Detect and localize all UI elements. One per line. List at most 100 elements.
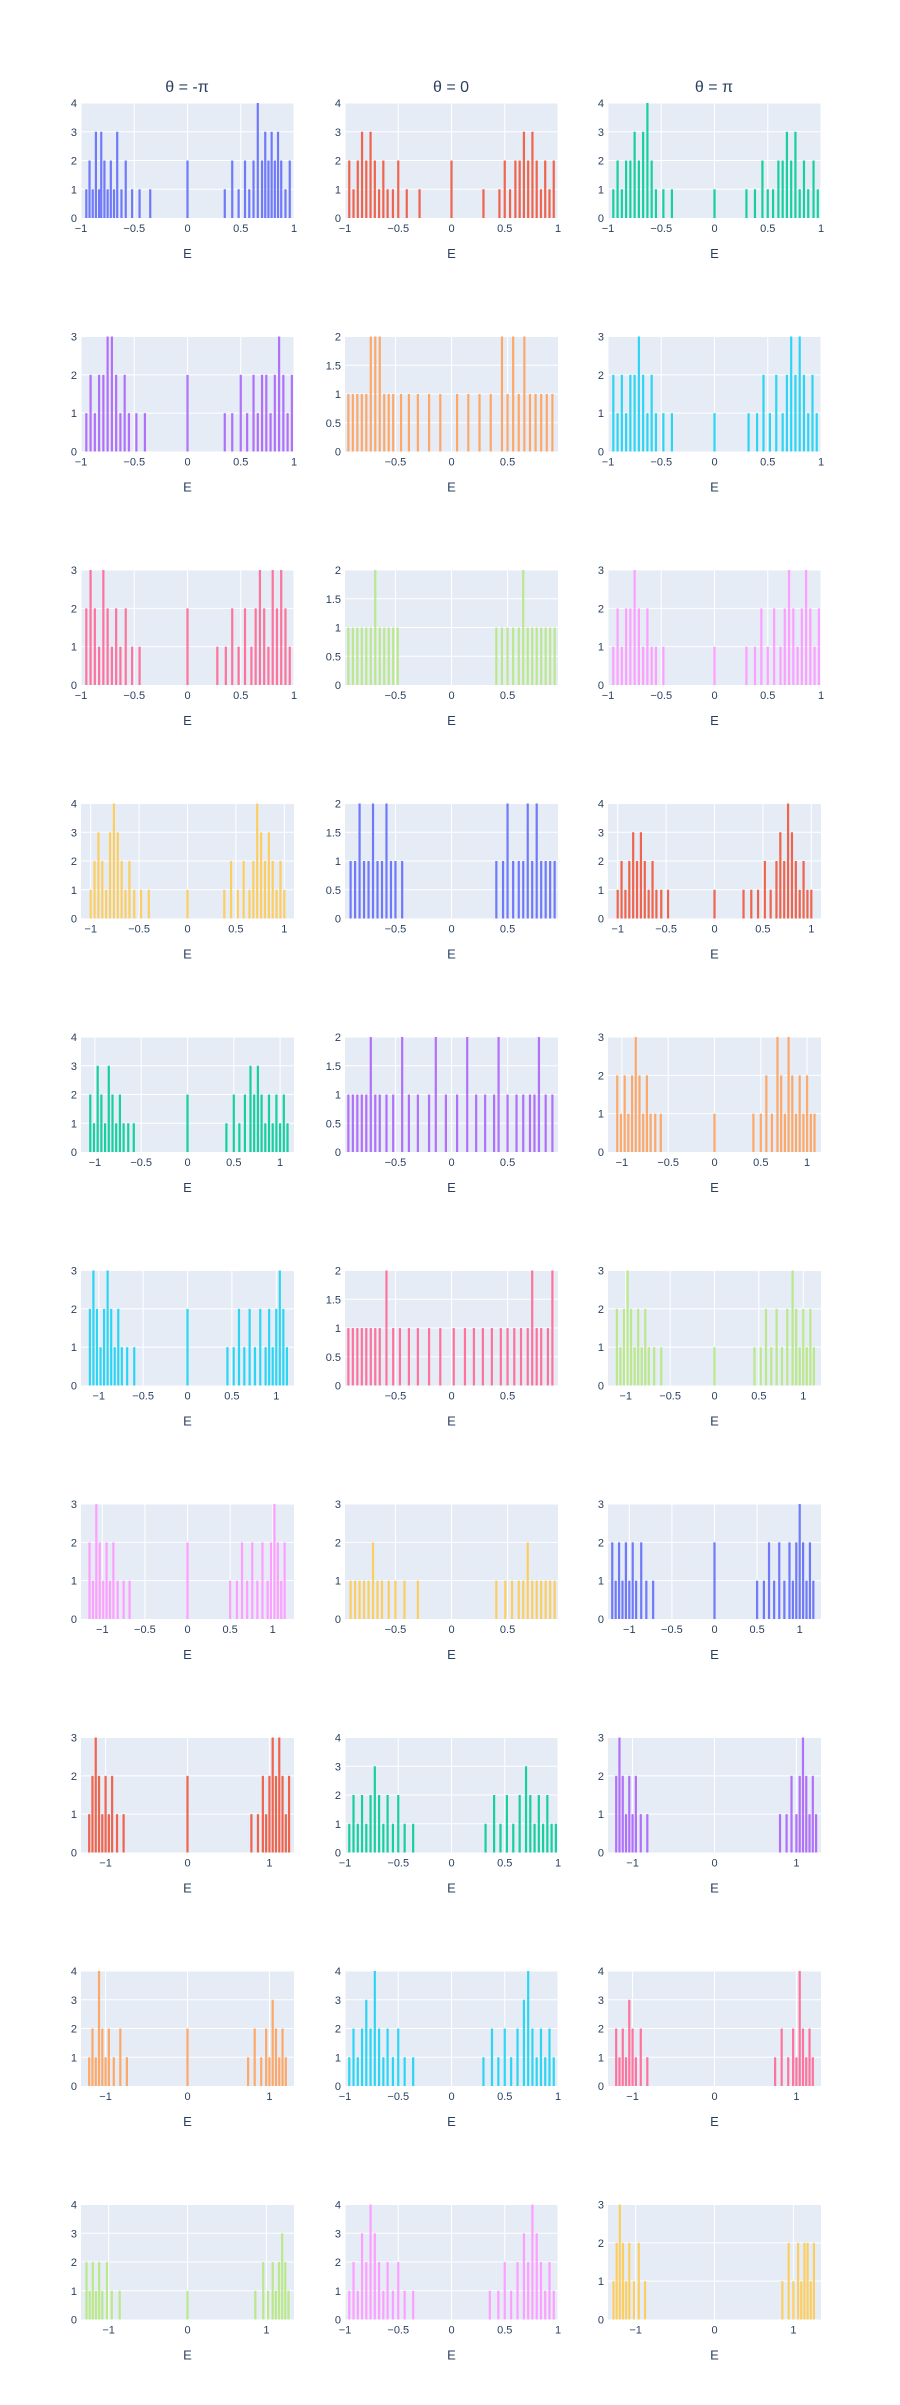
histogram-bar [135, 413, 138, 452]
histogram-bar [794, 374, 797, 452]
histogram-bar [809, 608, 812, 685]
y-tick-label: 1 [335, 856, 341, 868]
histogram-bar [267, 832, 270, 919]
histogram-bar [290, 374, 293, 452]
y-tick-label: 3 [598, 1733, 604, 1745]
subplot-26: 0 1 2 3 4 −1 −0.5 0 0.5 1 E [335, 1966, 561, 2129]
histogram-bar [392, 1328, 395, 1386]
histogram-bar [753, 189, 757, 218]
histogram-bar [518, 160, 521, 218]
histogram-bar [352, 1795, 355, 1853]
histogram-bar [267, 646, 270, 685]
histogram-bar [481, 1328, 484, 1386]
histogram-bar [528, 1094, 532, 1152]
histogram-bar [645, 1580, 648, 1619]
histogram-bar [91, 189, 94, 218]
histogram-bar [499, 1823, 502, 1853]
histogram-bar [239, 374, 242, 452]
histogram-bar [651, 861, 654, 919]
histogram-bar [637, 608, 640, 685]
y-tick-label: 3 [598, 332, 604, 344]
y-tick-label: 0 [335, 2315, 341, 2327]
histogram-bar [394, 1580, 397, 1619]
histogram-bar [624, 1814, 628, 1853]
histogram-bar [501, 861, 505, 919]
histogram-bar [801, 2028, 805, 2086]
y-tick-label: 1 [71, 1118, 77, 1130]
histogram-bar [108, 1580, 112, 1619]
histogram-bar [790, 832, 794, 919]
histogram-bar [407, 1328, 410, 1386]
y-tick-label: 2 [71, 2024, 77, 2036]
histogram-bar [279, 861, 282, 919]
histogram-bar [252, 861, 255, 919]
histogram-bar [756, 889, 760, 919]
x-tick-label: 0.5 [760, 223, 775, 235]
subplot-5: 0 0.5 1 1.5 2 −0.5 0 0.5 E [326, 332, 558, 495]
histogram-bar [791, 1075, 794, 1152]
histogram-bar [806, 889, 809, 919]
histogram-bar [367, 1580, 370, 1619]
histogram-bar [94, 1737, 97, 1853]
y-tick-label: 0.5 [326, 651, 341, 663]
histogram-bar [780, 2028, 783, 2086]
y-tick-label: 0 [71, 914, 77, 926]
histogram-bar [631, 2028, 634, 2086]
y-tick-label: 3 [335, 127, 341, 139]
histogram-bar [798, 1075, 801, 1152]
x-tick-label: 1 [555, 1858, 561, 1870]
x-tick-label: 0 [448, 2091, 454, 2103]
histogram-bar [785, 131, 789, 218]
histogram-bar [266, 2290, 270, 2320]
x-tick-label: 1 [291, 690, 297, 702]
histogram-bar [360, 1795, 364, 1853]
histogram-bar [365, 1823, 368, 1853]
histogram-bar [638, 1075, 641, 1152]
histogram-bar [132, 1123, 135, 1152]
x-tick-label: −1 [102, 2325, 115, 2337]
x-tick-label: 0 [711, 223, 717, 235]
histogram-bar [385, 803, 388, 919]
histogram-bar [632, 2281, 636, 2320]
histogram-bar [382, 160, 385, 218]
histogram-bar [527, 160, 530, 218]
x-tick-label: 0.5 [222, 1624, 237, 1636]
histogram-bar [787, 2242, 790, 2320]
histogram-bar [621, 2242, 625, 2320]
histogram-bar [544, 2057, 547, 2086]
histogram-bar [770, 1113, 774, 1152]
histogram-bar [260, 2057, 263, 2086]
histogram-bar [373, 2233, 376, 2320]
histogram-bar [382, 1823, 385, 1853]
histogram-bar [762, 1580, 766, 1619]
x-axis-title: E [710, 947, 719, 962]
histogram-bar [356, 1094, 359, 1152]
histogram-bar [85, 189, 88, 218]
histogram-bar [517, 627, 520, 685]
x-axis-title: E [447, 2348, 456, 2363]
histogram-bar [377, 189, 381, 218]
y-tick-label: 0 [335, 1381, 341, 1393]
histogram-bar [612, 2281, 615, 2320]
x-axis-title: E [447, 1647, 456, 1662]
x-tick-label: −1 [99, 1858, 112, 1870]
histogram-bar [274, 2290, 277, 2320]
histogram-bar [120, 189, 123, 218]
histogram-bar [510, 1580, 514, 1619]
histogram-bar [616, 1075, 619, 1152]
histogram-bar [742, 889, 745, 919]
histogram-bar [527, 2262, 530, 2320]
histogram-bar [237, 189, 240, 218]
y-tick-label: 0 [71, 213, 77, 225]
subplot-20: 0 1 2 3 −0.5 0 0.5 E [335, 1499, 558, 1662]
histogram-bar [670, 413, 673, 452]
y-tick-label: 1 [71, 642, 77, 654]
histogram-bar [377, 2028, 381, 2086]
histogram-bar [634, 1775, 637, 1853]
histogram-bar [713, 413, 716, 452]
histogram-bar [275, 889, 278, 919]
histogram-bar [647, 889, 650, 919]
histogram-bar [489, 394, 492, 452]
x-tick-label: 0.5 [497, 2325, 512, 2337]
histogram-bar [640, 1347, 643, 1386]
